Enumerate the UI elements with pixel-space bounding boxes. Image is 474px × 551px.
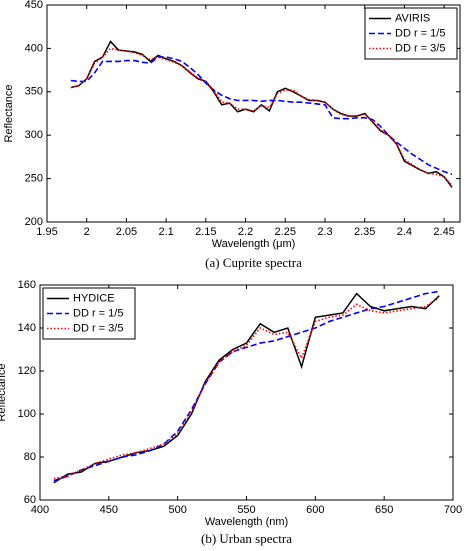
x-tick-label: 650 [375, 504, 393, 516]
x-tick-label: 450 [100, 504, 118, 516]
y-tick-label: 100 [18, 408, 36, 420]
legend [364, 7, 458, 60]
y-tick-label: 350 [25, 86, 43, 98]
x-tick-label: 2.2 [238, 226, 253, 238]
x-tick-label: 2.3 [317, 226, 332, 238]
x-tick-label: 2.25 [275, 226, 296, 238]
legend-label: DD r = 1/5 [73, 307, 123, 319]
legend-label: DD r = 1/5 [395, 27, 445, 39]
legend-label: AVIRIS [395, 12, 430, 24]
y-tick-label: 60 [24, 494, 36, 506]
y-axis-label: Reflectance [0, 363, 8, 421]
x-tick-label: 2.15 [195, 226, 216, 238]
series-line [70, 56, 453, 176]
legend-label: HYDICE [73, 292, 115, 304]
x-tick-label: 550 [237, 504, 255, 516]
x-axis-label: Wavelength (μm) [212, 238, 296, 250]
x-tick-label: 1.95 [36, 226, 57, 238]
y-tick-label: 140 [18, 322, 36, 334]
series-line [70, 40, 453, 188]
y-tick-label: 160 [18, 279, 36, 291]
x-tick-label: 2.35 [354, 226, 375, 238]
y-tick-label: 200 [25, 216, 43, 228]
y-tick-label: 250 [25, 173, 43, 185]
legend-label: DD r = 3/5 [395, 42, 445, 54]
x-tick-label: 700 [444, 504, 462, 516]
y-tick-label: 80 [24, 451, 36, 463]
y-tick-label: 300 [25, 129, 43, 141]
x-tick-label: 2.45 [433, 226, 454, 238]
legend-label: DD r = 3/5 [73, 322, 123, 334]
x-tick-label: 600 [306, 504, 324, 516]
x-tick-label: 2.05 [116, 226, 137, 238]
x-tick-label: 400 [31, 504, 49, 516]
x-axis-label: Wavelength (nm) [205, 516, 288, 528]
series-line [70, 47, 453, 187]
series-line [53, 290, 440, 482]
y-tick-label: 450 [25, 0, 43, 11]
x-tick-label: 2 [84, 226, 90, 238]
caption: (b) Urban spectra [201, 531, 292, 546]
y-tick-label: 120 [18, 365, 36, 377]
y-axis-label: Reflectance [3, 84, 15, 142]
y-tick-label: 400 [25, 42, 43, 54]
x-tick-label: 500 [168, 504, 186, 516]
x-tick-label: 2.1 [158, 226, 173, 238]
x-tick-label: 2.4 [397, 226, 412, 238]
caption: (a) Cuprite spectra [205, 255, 302, 270]
